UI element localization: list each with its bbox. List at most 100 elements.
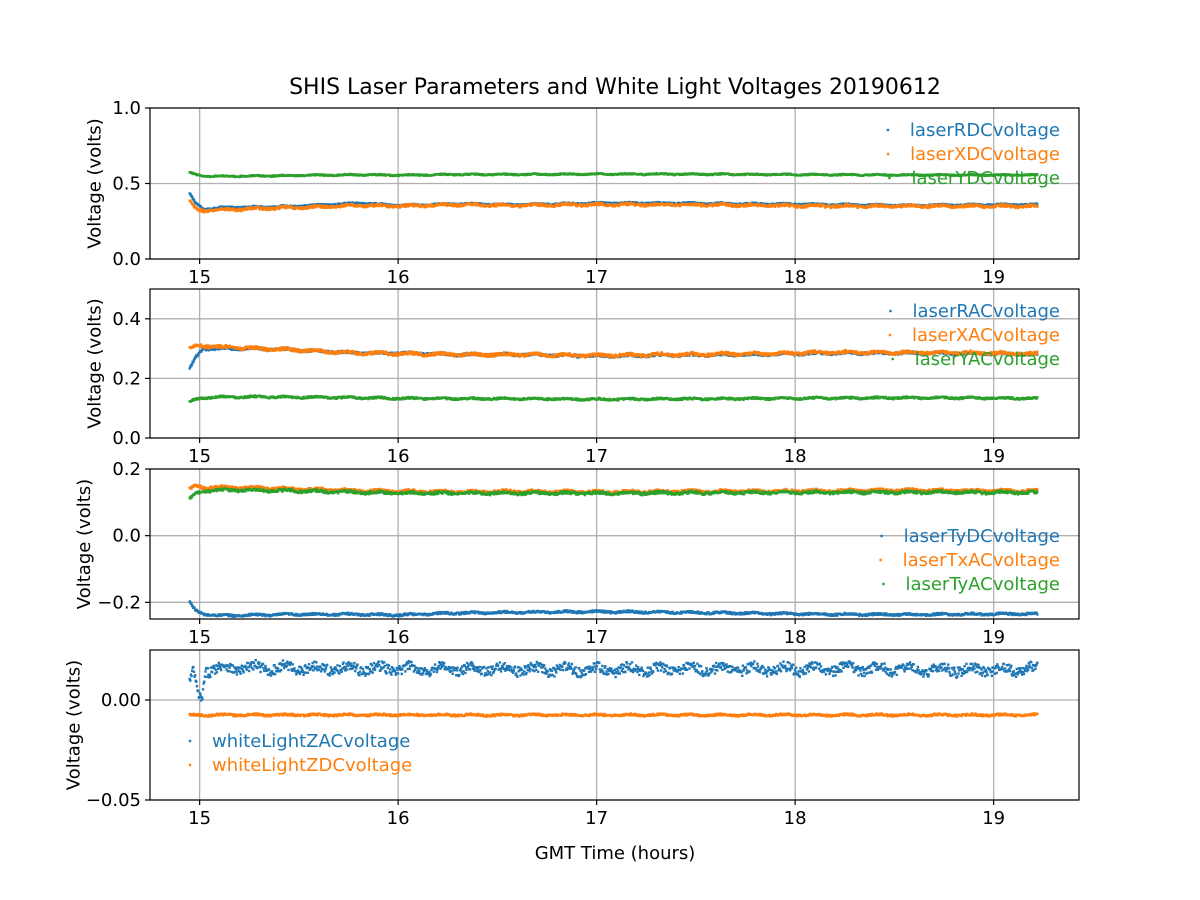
data-point	[310, 206, 314, 209]
data-point	[340, 203, 343, 206]
data-point	[444, 353, 447, 357]
data-point	[230, 348, 233, 352]
data-point	[915, 205, 918, 208]
data-point	[924, 204, 928, 208]
data-point	[441, 202, 444, 205]
data-point	[832, 206, 835, 209]
data-point	[591, 203, 594, 207]
data-point	[450, 204, 454, 207]
data-point	[537, 202, 540, 205]
data-point	[418, 205, 421, 208]
data-point	[678, 203, 681, 206]
data-point	[227, 208, 230, 212]
data-point	[430, 203, 434, 206]
data-point	[522, 352, 525, 356]
data-point	[453, 204, 457, 207]
data-point	[541, 203, 544, 206]
data-point	[596, 201, 599, 205]
data-point	[210, 348, 213, 351]
data-point	[464, 352, 467, 355]
data-point	[198, 351, 201, 354]
data-point	[307, 205, 311, 208]
data-point	[1014, 204, 1018, 208]
data-point	[362, 351, 365, 354]
data-point	[962, 203, 965, 207]
data-point	[264, 208, 268, 212]
data-point	[254, 207, 257, 210]
data-point	[451, 203, 454, 206]
data-point	[985, 203, 989, 206]
data-point	[742, 205, 746, 208]
data-point	[456, 203, 459, 206]
data-point	[561, 203, 565, 207]
data-point	[223, 207, 226, 211]
data-point	[674, 204, 677, 208]
data-point	[838, 205, 842, 209]
data-point	[194, 355, 197, 359]
data-point	[1028, 203, 1031, 206]
data-point	[968, 203, 971, 207]
data-point	[700, 203, 703, 206]
data-point	[907, 203, 910, 207]
data-point	[189, 365, 192, 369]
data-point	[193, 205, 197, 209]
data-point	[796, 204, 799, 207]
data-point	[192, 361, 195, 364]
data-point	[329, 204, 332, 208]
data-point	[585, 203, 589, 207]
data-point	[881, 205, 884, 208]
data-point	[193, 200, 196, 203]
data-point	[365, 203, 368, 207]
data-point	[567, 202, 571, 205]
data-point	[482, 204, 485, 207]
data-point	[898, 204, 901, 207]
data-point	[512, 354, 516, 358]
data-point	[536, 204, 540, 207]
data-point	[460, 203, 463, 206]
data-point	[767, 203, 771, 207]
data-point	[224, 208, 228, 211]
data-point	[768, 203, 772, 207]
data-point	[1001, 205, 1004, 208]
data-point	[199, 205, 202, 208]
data-point	[320, 204, 323, 208]
data-point	[284, 205, 287, 208]
data-point	[239, 207, 242, 211]
data-point	[866, 206, 869, 209]
data-point	[424, 203, 428, 207]
data-point	[192, 198, 196, 201]
data-point	[737, 205, 740, 208]
data-point	[833, 205, 837, 208]
data-point	[410, 203, 414, 206]
data-point	[399, 205, 403, 208]
data-point	[1017, 206, 1020, 210]
data-point	[190, 201, 193, 204]
data-point	[690, 200, 693, 204]
data-point	[489, 205, 492, 209]
data-point	[856, 206, 860, 209]
data-point	[206, 210, 210, 214]
data-point	[785, 202, 788, 206]
data-point	[355, 350, 359, 354]
data-point	[965, 203, 969, 206]
data-point	[778, 204, 781, 208]
data-point	[794, 204, 798, 207]
data-point	[318, 204, 322, 207]
data-point	[831, 204, 835, 207]
data-point	[1004, 204, 1008, 208]
data-point	[195, 207, 199, 210]
data-point	[495, 205, 498, 208]
data-point	[452, 205, 455, 208]
data-point	[928, 206, 932, 209]
data-point	[917, 204, 921, 207]
data-point	[458, 205, 461, 208]
data-point	[916, 204, 919, 207]
data-point	[190, 195, 194, 198]
data-point	[237, 207, 240, 211]
data-point	[198, 207, 202, 211]
data-point	[942, 204, 945, 207]
data-point	[925, 206, 928, 209]
data-point	[406, 203, 410, 206]
data-point	[513, 203, 516, 207]
data-point	[539, 203, 542, 207]
